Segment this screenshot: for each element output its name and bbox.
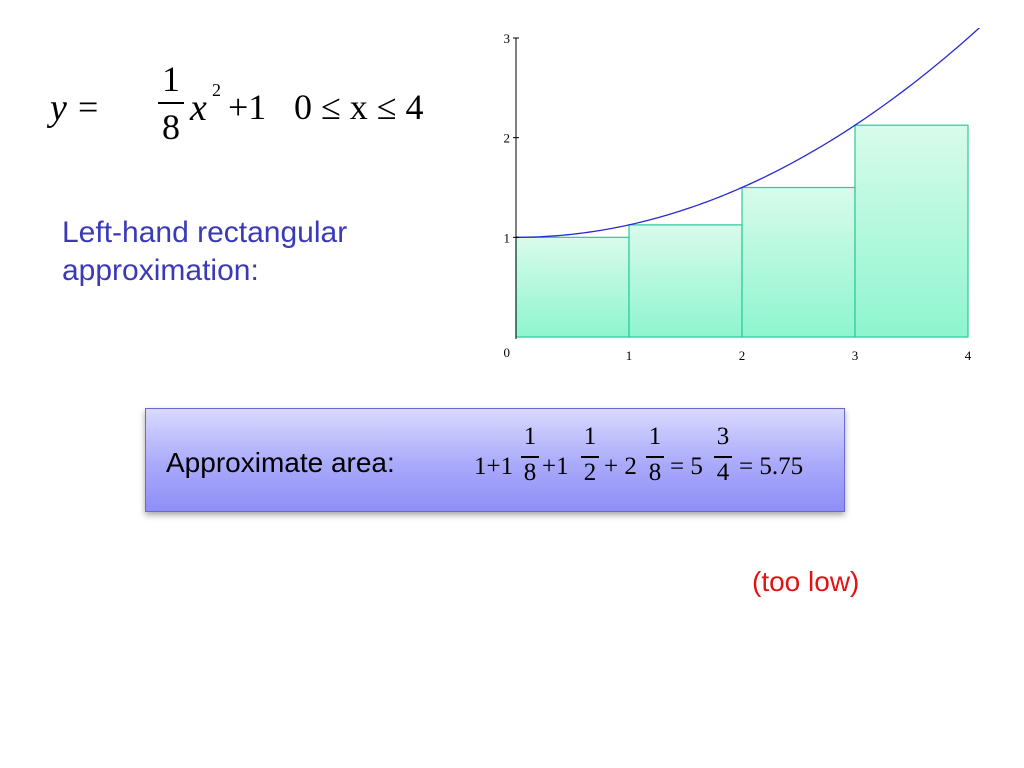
equation-constant: +1 — [228, 87, 267, 127]
area-label: Approximate area: — [166, 447, 395, 478]
approximation-caption: Left-hand rectangular approximation: — [62, 216, 348, 287]
approximation-rectangle-3 — [741, 186, 856, 338]
area-term-4: = 5 — [670, 453, 703, 480]
area-term-3: + 2 — [604, 453, 637, 480]
coefficient-numerator: 1 — [162, 59, 180, 99]
area-term-1: 1+1 — [474, 453, 514, 480]
fraction-3-numerator: 1 — [648, 423, 662, 450]
x-axis-ticks: 0 1 2 3 4 — [504, 345, 972, 363]
area-result: = 5.75 — [739, 453, 804, 480]
equation-x: x — [190, 87, 207, 129]
y-tick-label-3: 3 — [504, 31, 511, 46]
y-tick-label-2: 2 — [504, 131, 511, 146]
x-tick-label-2: 2 — [739, 348, 746, 363]
equation-y: y — [50, 87, 67, 129]
y-tick-label-1: 1 — [504, 230, 511, 245]
fraction-4-numerator: 3 — [716, 423, 730, 450]
area-term-2: +1 — [542, 453, 569, 480]
x-tick-label-0: 0 — [504, 345, 511, 360]
x-tick-label-4: 4 — [965, 348, 972, 363]
x-tick-label-3: 3 — [852, 348, 859, 363]
fraction-3-denominator: 8 — [648, 459, 662, 486]
fraction-bar — [158, 102, 184, 104]
approximation-rectangle-1 — [515, 236, 630, 338]
approximate-area-box: Approximate area: 1+1 1 8 +1 1 2 + 2 1 8… — [145, 408, 845, 512]
approximation-rectangle-2 — [628, 224, 743, 338]
equation-domain: 0 ≤ x ≤ 4 — [294, 87, 424, 127]
fraction-2-denominator: 2 — [583, 459, 597, 486]
function-curve — [515, 28, 981, 238]
too-low-note: (too low) — [752, 566, 860, 597]
x-tick-label-1: 1 — [626, 348, 633, 363]
fraction-1-denominator: 8 — [523, 459, 537, 486]
approximation-rectangles — [515, 124, 969, 338]
fraction-4-bar — [714, 456, 732, 458]
fraction-4-denominator: 4 — [716, 459, 730, 486]
fraction-2-bar — [581, 456, 599, 458]
y-axis-ticks: 1 2 3 — [504, 31, 519, 245]
equation-exponent: 2 — [212, 80, 221, 100]
approximation-rectangle-4 — [854, 124, 969, 338]
riemann-sum-graph: 1 2 3 0 1 2 3 4 — [504, 28, 981, 363]
coefficient-denominator: 8 — [162, 107, 180, 147]
fraction-2-numerator: 1 — [583, 423, 597, 450]
fraction-3-bar — [646, 456, 664, 458]
fraction-1-numerator: 1 — [523, 423, 537, 450]
equation-equals: = — [78, 87, 99, 127]
fraction-1-bar — [521, 456, 539, 458]
